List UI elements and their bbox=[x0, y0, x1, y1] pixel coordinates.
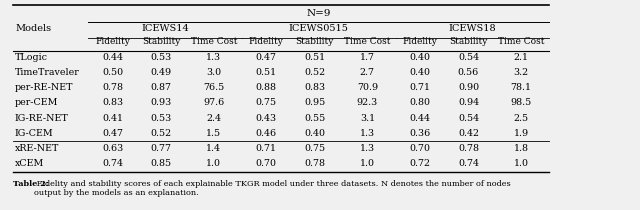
Text: TimeTraveler: TimeTraveler bbox=[15, 68, 79, 77]
Text: 1.0: 1.0 bbox=[360, 159, 375, 168]
Text: IG-RE-NET: IG-RE-NET bbox=[15, 114, 68, 123]
Text: xRE-NET: xRE-NET bbox=[15, 144, 59, 153]
Text: Time Cost: Time Cost bbox=[191, 38, 237, 46]
Text: 0.71: 0.71 bbox=[410, 83, 430, 92]
Text: 0.77: 0.77 bbox=[151, 144, 172, 153]
Text: 0.40: 0.40 bbox=[410, 68, 430, 77]
Text: 0.90: 0.90 bbox=[458, 83, 479, 92]
Text: 0.49: 0.49 bbox=[150, 68, 172, 77]
Text: Fidelity: Fidelity bbox=[249, 38, 284, 46]
Text: N=9: N=9 bbox=[307, 9, 331, 18]
Text: 0.78: 0.78 bbox=[102, 83, 123, 92]
Text: 78.1: 78.1 bbox=[511, 83, 531, 92]
Text: 1.4: 1.4 bbox=[206, 144, 221, 153]
Text: 1.0: 1.0 bbox=[513, 159, 529, 168]
Text: 0.44: 0.44 bbox=[102, 53, 123, 62]
Text: 3.2: 3.2 bbox=[513, 68, 529, 77]
Text: 97.6: 97.6 bbox=[203, 98, 225, 108]
Text: ICEWS18: ICEWS18 bbox=[449, 24, 496, 33]
Text: 0.51: 0.51 bbox=[304, 53, 326, 62]
Text: Fidelity: Fidelity bbox=[403, 38, 437, 46]
Text: 0.56: 0.56 bbox=[458, 68, 479, 77]
Text: 0.95: 0.95 bbox=[304, 98, 326, 108]
Text: 0.42: 0.42 bbox=[458, 129, 479, 138]
Text: 0.53: 0.53 bbox=[150, 53, 172, 62]
Text: 0.75: 0.75 bbox=[255, 98, 277, 108]
Text: Fidelity: Fidelity bbox=[95, 38, 130, 46]
Text: 3.0: 3.0 bbox=[206, 68, 221, 77]
Text: per-CEM: per-CEM bbox=[15, 98, 58, 108]
Text: 0.80: 0.80 bbox=[410, 98, 430, 108]
Text: 0.54: 0.54 bbox=[458, 114, 479, 123]
Text: Stability: Stability bbox=[296, 38, 334, 46]
Text: 0.40: 0.40 bbox=[305, 129, 325, 138]
Text: Stability: Stability bbox=[449, 38, 488, 46]
Text: 0.36: 0.36 bbox=[409, 129, 431, 138]
Text: 0.53: 0.53 bbox=[150, 114, 172, 123]
Text: 0.74: 0.74 bbox=[102, 159, 123, 168]
Text: 0.52: 0.52 bbox=[304, 68, 326, 77]
Text: 0.93: 0.93 bbox=[150, 98, 172, 108]
Text: 0.74: 0.74 bbox=[458, 159, 479, 168]
Text: 0.63: 0.63 bbox=[102, 144, 124, 153]
Text: per-RE-NET: per-RE-NET bbox=[15, 83, 73, 92]
Text: 0.94: 0.94 bbox=[458, 98, 479, 108]
Text: 2.4: 2.4 bbox=[206, 114, 221, 123]
Text: TLogic: TLogic bbox=[15, 53, 48, 62]
Text: 0.70: 0.70 bbox=[410, 144, 430, 153]
Text: 0.47: 0.47 bbox=[256, 53, 276, 62]
Text: Table 2:: Table 2: bbox=[13, 180, 49, 188]
Text: 1.3: 1.3 bbox=[360, 144, 375, 153]
Text: 2.5: 2.5 bbox=[513, 114, 529, 123]
Text: ICEWS14: ICEWS14 bbox=[141, 24, 189, 33]
Text: 0.51: 0.51 bbox=[255, 68, 277, 77]
Text: 0.78: 0.78 bbox=[305, 159, 325, 168]
Text: 70.9: 70.9 bbox=[356, 83, 378, 92]
Text: 1.7: 1.7 bbox=[360, 53, 375, 62]
Text: 0.72: 0.72 bbox=[410, 159, 430, 168]
Text: 0.87: 0.87 bbox=[151, 83, 172, 92]
Text: 0.70: 0.70 bbox=[256, 159, 276, 168]
Text: 1.3: 1.3 bbox=[360, 129, 375, 138]
Text: 0.52: 0.52 bbox=[150, 129, 172, 138]
Text: 0.83: 0.83 bbox=[102, 98, 124, 108]
Text: Models: Models bbox=[15, 24, 51, 33]
Text: 0.50: 0.50 bbox=[102, 68, 124, 77]
Text: 0.75: 0.75 bbox=[304, 144, 326, 153]
Text: 0.85: 0.85 bbox=[150, 159, 172, 168]
Text: Stability: Stability bbox=[142, 38, 180, 46]
Text: 0.54: 0.54 bbox=[458, 53, 479, 62]
Text: 0.78: 0.78 bbox=[458, 144, 479, 153]
Text: 0.41: 0.41 bbox=[102, 114, 123, 123]
Text: 1.0: 1.0 bbox=[206, 159, 221, 168]
Text: 1.8: 1.8 bbox=[513, 144, 529, 153]
Text: 3.1: 3.1 bbox=[360, 114, 375, 123]
Text: IG-CEM: IG-CEM bbox=[15, 129, 53, 138]
Text: 0.83: 0.83 bbox=[304, 83, 326, 92]
Text: 1.3: 1.3 bbox=[206, 53, 221, 62]
Text: 98.5: 98.5 bbox=[510, 98, 532, 108]
Text: 0.40: 0.40 bbox=[410, 53, 430, 62]
Text: 92.3: 92.3 bbox=[356, 98, 378, 108]
Text: 0.44: 0.44 bbox=[410, 114, 430, 123]
Text: 0.71: 0.71 bbox=[256, 144, 276, 153]
Text: 0.46: 0.46 bbox=[255, 129, 277, 138]
Text: Time Cost: Time Cost bbox=[344, 38, 390, 46]
Text: 2.7: 2.7 bbox=[360, 68, 375, 77]
Text: 2.1: 2.1 bbox=[513, 53, 529, 62]
Text: xCEM: xCEM bbox=[15, 159, 44, 168]
Text: 0.88: 0.88 bbox=[256, 83, 276, 92]
Text: 0.55: 0.55 bbox=[304, 114, 326, 123]
Text: ICEWS0515: ICEWS0515 bbox=[289, 24, 349, 33]
Text: 0.43: 0.43 bbox=[255, 114, 277, 123]
Text: Fidelity and stability scores of each explainable TKGR model under three dataset: Fidelity and stability scores of each ex… bbox=[35, 180, 511, 197]
Text: 1.5: 1.5 bbox=[206, 129, 221, 138]
Text: 0.47: 0.47 bbox=[102, 129, 123, 138]
Text: 1.9: 1.9 bbox=[513, 129, 529, 138]
Text: Time Cost: Time Cost bbox=[498, 38, 544, 46]
Text: 76.5: 76.5 bbox=[203, 83, 225, 92]
